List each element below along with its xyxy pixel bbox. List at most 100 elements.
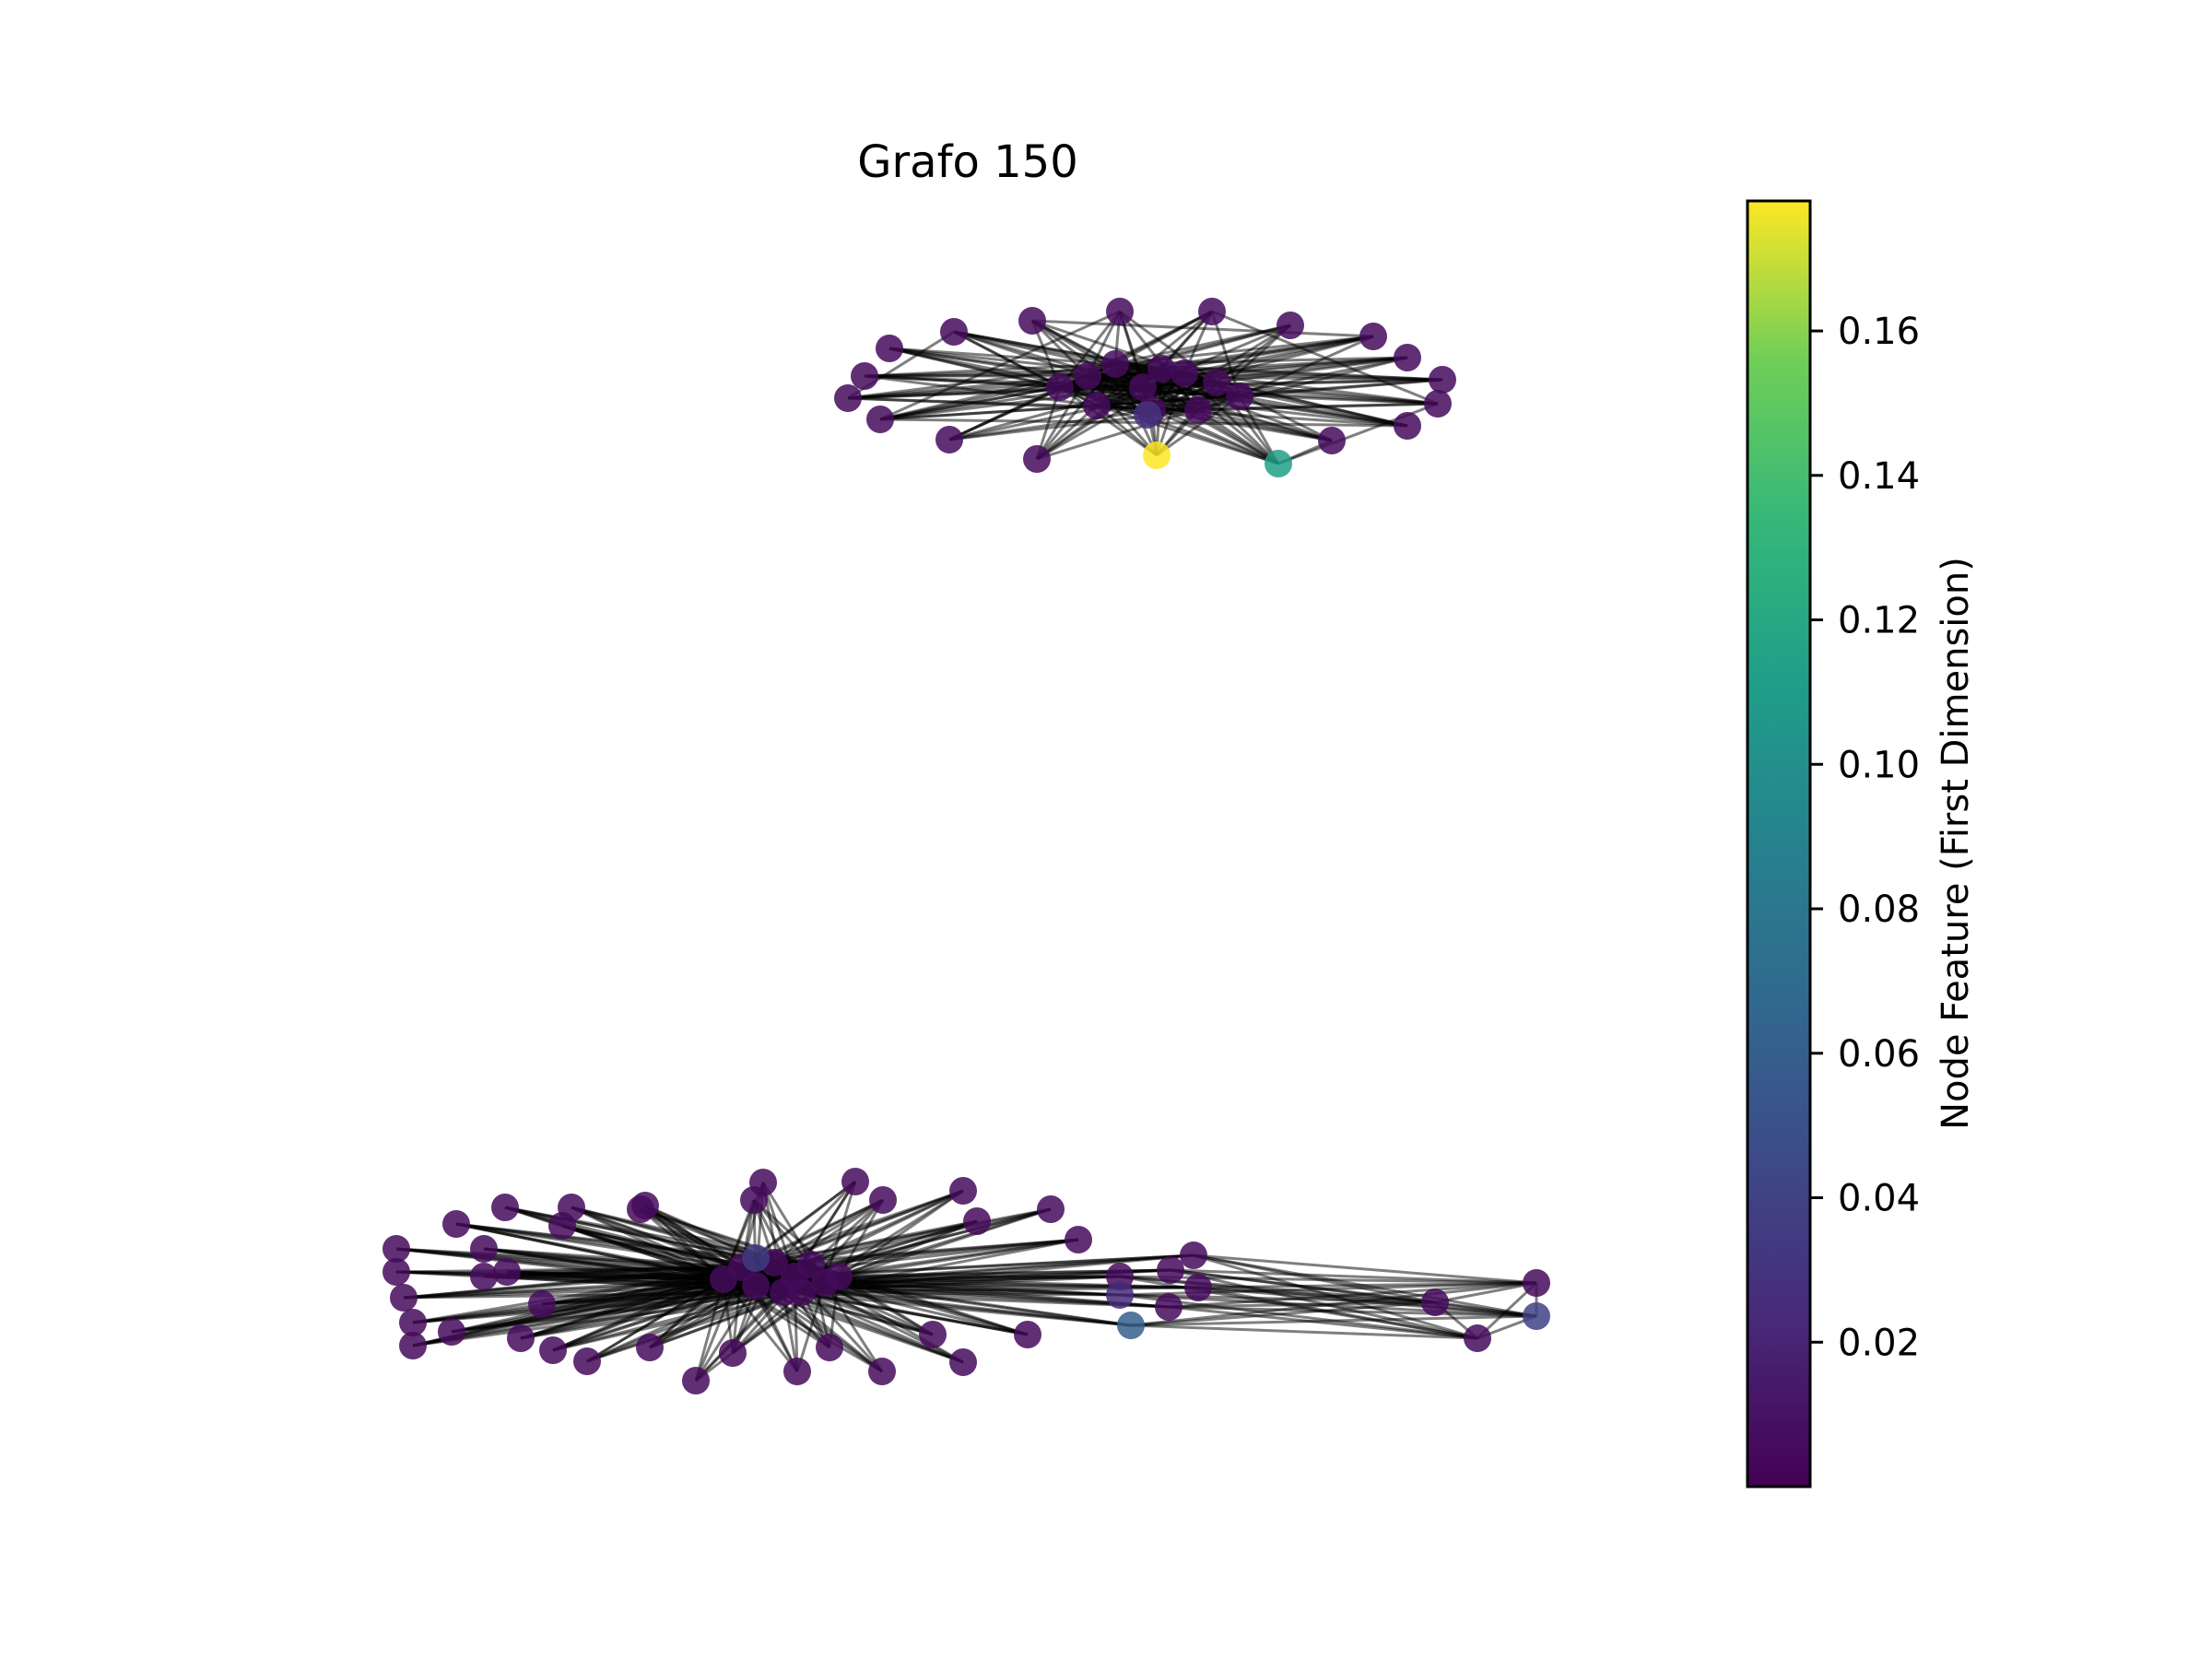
graph-node: [834, 384, 862, 412]
graph-node: [539, 1336, 567, 1364]
graph-node: [1198, 298, 1226, 325]
graph-node: [742, 1272, 770, 1300]
graph-node: [740, 1186, 768, 1214]
graph-node: [507, 1324, 535, 1352]
graph-node: [1359, 323, 1387, 350]
graph-node: [788, 1278, 816, 1306]
graph-node: [1147, 355, 1175, 382]
graph-edge: [879, 310, 1121, 421]
graph-edge: [1170, 1268, 1537, 1285]
graph-edge: [782, 1290, 964, 1364]
graph-edge: [741, 1207, 1052, 1269]
graph-node: [682, 1367, 710, 1394]
graph-node: [1464, 1324, 1491, 1352]
graph-edge: [773, 1198, 884, 1265]
graph-node: [438, 1318, 465, 1346]
graph-node: [1134, 401, 1161, 429]
graph-node: [1083, 392, 1111, 419]
graph-edge: [824, 1281, 1121, 1297]
colorbar-tick-label: 0.06: [1838, 1033, 1920, 1076]
graph-edge: [694, 1285, 758, 1382]
graph-node: [1424, 390, 1452, 418]
graph-edge: [782, 1290, 1132, 1327]
graph-node: [742, 1244, 770, 1272]
graph-edge: [810, 1238, 1079, 1266]
graph-node: [470, 1263, 498, 1290]
graph-edge: [1211, 310, 1439, 406]
graph-node: [1523, 1269, 1550, 1297]
graph-node: [719, 1339, 747, 1367]
graph-node: [399, 1332, 427, 1359]
graph-node: [1106, 1281, 1134, 1309]
graph-edge: [1096, 404, 1279, 465]
graph-node: [1203, 369, 1230, 396]
graph-node: [1184, 1274, 1212, 1301]
graph-node: [1226, 382, 1253, 410]
graph-node: [1265, 450, 1292, 477]
graph-node: [1429, 366, 1456, 394]
graph-edge: [1197, 408, 1279, 465]
graph-node: [1117, 1312, 1145, 1339]
graph-node: [1171, 359, 1198, 387]
graph-edge: [1434, 1281, 1537, 1304]
graph-edge: [847, 356, 1408, 400]
graph-node: [631, 1192, 659, 1219]
graph-edge: [1182, 371, 1280, 465]
graph-node: [1184, 396, 1212, 424]
graph-edge: [1130, 1300, 1436, 1327]
graph-node: [869, 1186, 897, 1214]
graph-edge: [1142, 385, 1279, 465]
graph-edge: [1216, 381, 1439, 406]
graph-node: [491, 1194, 519, 1221]
graph-edge: [694, 1278, 725, 1382]
graph-edge: [1130, 1324, 1478, 1340]
graph-node: [919, 1321, 947, 1348]
graph-node: [1180, 1241, 1207, 1269]
graph-edge: [1434, 1300, 1537, 1318]
graph-edge: [722, 1278, 799, 1372]
graph-node: [841, 1168, 869, 1195]
graph-node: [390, 1284, 418, 1312]
graph-node: [1157, 1256, 1184, 1284]
graph-node: [1318, 427, 1346, 454]
graph-edge: [1151, 408, 1279, 465]
graph-node: [816, 1334, 843, 1361]
colorbar-tick-label: 0.10: [1838, 744, 1920, 786]
graph-edge: [1193, 1253, 1537, 1285]
graph-node: [470, 1235, 498, 1263]
graph-node: [1018, 307, 1046, 335]
graph-node: [1023, 445, 1051, 473]
graph-edge: [1168, 1281, 1537, 1309]
graph-nodes: [382, 298, 1550, 1394]
graph-node: [940, 318, 968, 346]
graph-node: [1101, 350, 1129, 378]
graph-node: [825, 1263, 853, 1290]
graph-edge: [1114, 310, 1213, 366]
graph-node: [493, 1258, 521, 1286]
colorbar-tick-label: 0.04: [1838, 1178, 1920, 1220]
colorbar-tick-label: 0.16: [1838, 311, 1920, 353]
graph-node: [949, 1348, 977, 1376]
graph-edge: [1151, 408, 1333, 442]
graph-node: [1065, 1226, 1092, 1253]
graph-node: [783, 1358, 811, 1385]
graph-node: [573, 1347, 601, 1375]
graph-node: [1155, 1293, 1182, 1321]
graph-edge: [1197, 1286, 1478, 1340]
graph-node: [399, 1309, 427, 1336]
graph-edge: [1239, 394, 1408, 428]
colorbar-label: Node Feature (First Dimension): [1935, 557, 1977, 1130]
graph-edge: [801, 1290, 1029, 1336]
graph-node: [1394, 412, 1421, 440]
graph-edge: [773, 1189, 964, 1265]
graph-node: [1129, 373, 1157, 401]
graph-edge: [1130, 1281, 1537, 1327]
graph-node: [851, 362, 878, 390]
colorbar-gradient: [1746, 199, 1812, 1488]
graph-edge: [824, 1281, 1132, 1327]
graph-node: [1074, 362, 1101, 390]
colorbar-tick-label: 0.14: [1838, 455, 1920, 498]
graph-edge: [1031, 319, 1374, 338]
graph-node: [528, 1290, 556, 1318]
